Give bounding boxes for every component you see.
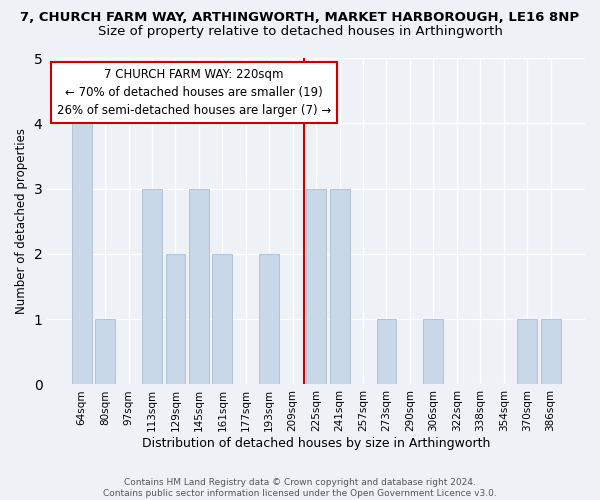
Bar	[95, 319, 115, 384]
Text: Size of property relative to detached houses in Arthingworth: Size of property relative to detached ho…	[98, 25, 502, 38]
Y-axis label: Number of detached properties: Number of detached properties	[15, 128, 28, 314]
Bar	[329, 188, 350, 384]
Bar	[259, 254, 279, 384]
Text: 7 CHURCH FARM WAY: 220sqm
← 70% of detached houses are smaller (19)
26% of semi-: 7 CHURCH FARM WAY: 220sqm ← 70% of detac…	[57, 68, 331, 117]
Text: Contains HM Land Registry data © Crown copyright and database right 2024.
Contai: Contains HM Land Registry data © Crown c…	[103, 478, 497, 498]
Bar	[377, 319, 397, 384]
Bar	[306, 188, 326, 384]
Bar	[541, 319, 560, 384]
Bar	[166, 254, 185, 384]
Bar	[517, 319, 537, 384]
Bar	[72, 124, 92, 384]
Bar	[424, 319, 443, 384]
Bar	[142, 188, 162, 384]
X-axis label: Distribution of detached houses by size in Arthingworth: Distribution of detached houses by size …	[142, 437, 490, 450]
Bar	[212, 254, 232, 384]
Bar	[189, 188, 209, 384]
Text: 7, CHURCH FARM WAY, ARTHINGWORTH, MARKET HARBOROUGH, LE16 8NP: 7, CHURCH FARM WAY, ARTHINGWORTH, MARKET…	[20, 11, 580, 24]
